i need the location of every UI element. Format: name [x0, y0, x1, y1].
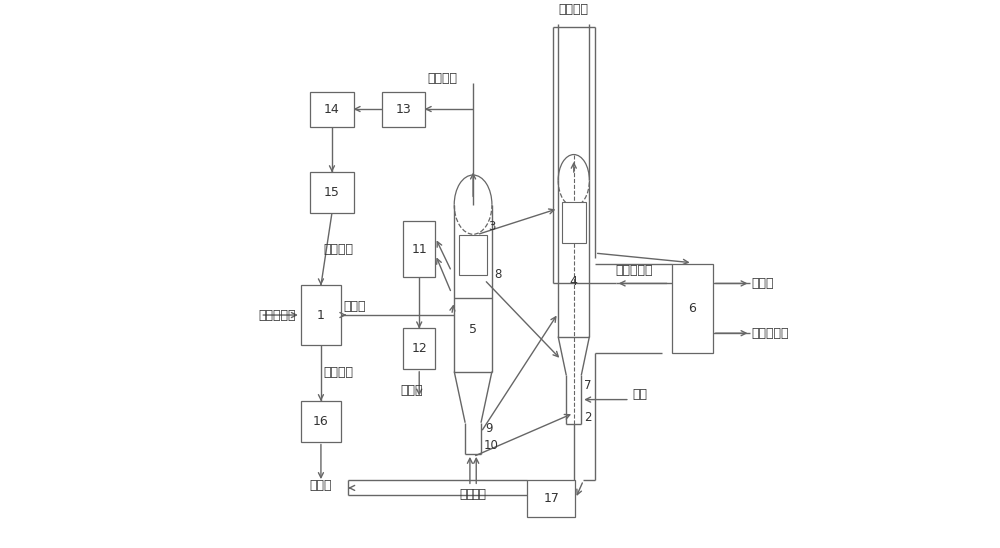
Bar [527, 481, 575, 517]
Text: 热解气: 热解气 [752, 277, 774, 290]
Bar [403, 328, 435, 369]
Text: 11: 11 [411, 243, 427, 255]
Bar [310, 172, 354, 213]
Text: 页岩灰: 页岩灰 [400, 384, 422, 397]
Text: 高温烟气: 高温烟气 [427, 72, 457, 85]
Text: 循环热解气: 循环热解气 [616, 264, 653, 277]
Text: 油页岩原料: 油页岩原料 [259, 309, 296, 322]
Text: 8: 8 [495, 269, 502, 281]
Text: 14: 14 [324, 102, 340, 116]
Text: 回收水: 回收水 [310, 480, 332, 492]
Text: 12: 12 [411, 342, 427, 355]
Text: 5: 5 [469, 323, 477, 336]
Bar [672, 264, 713, 353]
Bar [403, 221, 435, 277]
Text: 10: 10 [484, 439, 499, 453]
Bar [382, 92, 425, 127]
Text: 低温烟气: 低温烟气 [324, 243, 354, 255]
Text: 蒸汽: 蒸汽 [632, 387, 647, 401]
Text: 15: 15 [324, 186, 340, 199]
Bar [301, 286, 341, 345]
Text: 页岩粉: 页岩粉 [344, 300, 366, 313]
Text: 2: 2 [584, 411, 591, 424]
Text: 9: 9 [485, 423, 493, 436]
Text: 7: 7 [584, 379, 591, 391]
Bar [459, 235, 487, 275]
Bar [301, 401, 341, 442]
Text: 页岩油产品: 页岩油产品 [752, 327, 789, 340]
Text: 燃料: 燃料 [460, 488, 475, 501]
Text: 1: 1 [317, 309, 325, 322]
Text: 17: 17 [543, 492, 559, 505]
Text: 16: 16 [313, 415, 329, 428]
Text: 13: 13 [395, 102, 411, 116]
Bar [562, 202, 586, 243]
Text: 4: 4 [570, 276, 578, 288]
Text: 热解油气: 热解油气 [559, 3, 589, 16]
Text: 含水烟气: 含水烟气 [324, 367, 354, 379]
Text: 空气: 空气 [471, 488, 486, 501]
Bar [310, 92, 354, 127]
Text: 3: 3 [488, 220, 496, 233]
Text: 6: 6 [689, 302, 696, 315]
